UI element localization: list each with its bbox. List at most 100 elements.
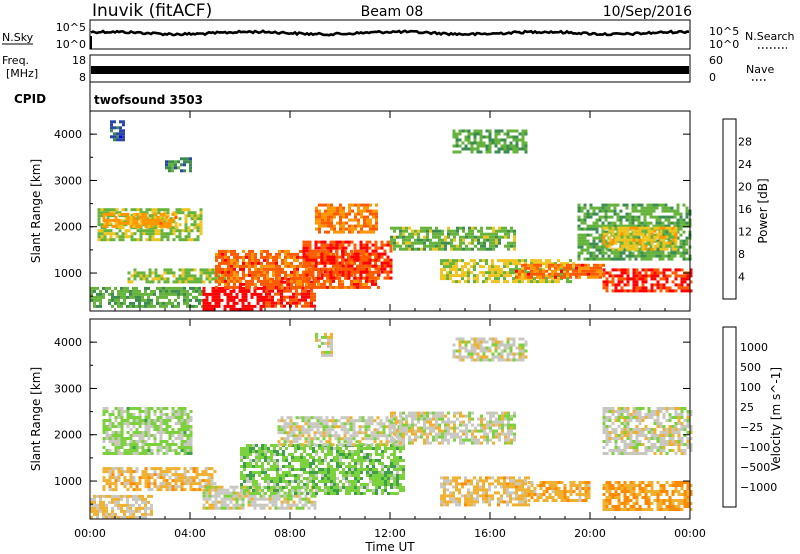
- velocity-echo-region: [452, 337, 528, 362]
- y-tick-label: 3000: [54, 382, 82, 395]
- nsky-left-tick-bottom: 10^0: [56, 38, 86, 51]
- power-ylabel: Slant Range [km]: [29, 159, 43, 263]
- nave-right-tick-bottom: 0: [709, 71, 716, 84]
- power-echo-region: [602, 268, 693, 293]
- freq-left-tick-bottom: 8: [79, 71, 86, 84]
- colorbar-tick-label: −25: [740, 421, 763, 434]
- nsky-right-tick-bottom: 10^0: [709, 38, 739, 51]
- y-tick-label: 1000: [54, 267, 82, 280]
- velocity-y-axis: 1000 2000 3000 4000: [54, 318, 690, 505]
- power-echo-region: [165, 157, 192, 173]
- power-heatmap: [90, 120, 693, 311]
- power-echo-region: [127, 268, 230, 284]
- x-tick-label: 20:00: [574, 527, 606, 540]
- x-tick-label: 00:00: [74, 527, 106, 540]
- velocity-echo-region: [102, 407, 193, 455]
- x-tick-label: 00:00: [674, 527, 706, 540]
- velocity-echo-region: [90, 494, 153, 519]
- nsearch-label: N.Search: [745, 30, 795, 43]
- velocity-echo-region: [277, 416, 404, 447]
- velocity-echo-region: [315, 332, 333, 357]
- colorbar-frame: [722, 118, 737, 300]
- velocity-echo-region: [202, 485, 317, 510]
- freq-panel: Freq. [MHz] 18 8 60 0 Nave: [2, 54, 774, 84]
- colorbar-tick-label: 4: [738, 271, 745, 284]
- colorbar-tick-label: 1000: [740, 341, 768, 354]
- velocity-panel: 1000 2000 3000 4000 00:00 04:00 08:00 12:00 16:…: [29, 318, 783, 554]
- power-echo-region: [315, 203, 378, 234]
- velocity-echo-region: [102, 467, 217, 492]
- power-echo-region: [90, 286, 204, 308]
- colorbar-tick-label: 16: [738, 203, 752, 216]
- colorbar-tick-label: 25: [740, 401, 754, 414]
- date-title: 10/Sep/2016: [603, 4, 692, 20]
- velocity-heatmap: [90, 332, 693, 519]
- nsky-label: N.Sky: [2, 31, 34, 44]
- power-x-axis: [89, 111, 691, 311]
- power-echo-region: [302, 240, 393, 280]
- y-tick-label: 4000: [54, 336, 82, 349]
- nave-label: Nave: [746, 63, 774, 76]
- nsky-frame: [89, 19, 691, 50]
- freq-label-bottom: [MHz]: [6, 67, 38, 80]
- nsky-panel: N.Sky 10^5 10^0 10^5 10^0 N.Search: [2, 19, 795, 51]
- colorbar-tick-label: 500: [740, 361, 761, 374]
- power-echo-region: [602, 226, 678, 251]
- freq-left-tick-top: 18: [72, 54, 86, 67]
- freq-label-top: Freq.: [2, 54, 29, 67]
- cpid-program: twofsound 3503: [94, 93, 203, 107]
- velocity-echo-region: [602, 481, 693, 511]
- cpid-panel: CPID twofsound 3503: [14, 82, 203, 111]
- cpid-label: CPID: [14, 92, 46, 106]
- colorbar-tick-label: −500: [740, 461, 770, 474]
- power-y-axis: 1000 2000 3000 4000: [54, 110, 690, 297]
- station-title: Inuvik (fitACF): [92, 1, 212, 21]
- colorbar-tick-label: 24: [738, 158, 752, 171]
- velocity-colorbar-label: Velocity [m s^-1]: [769, 367, 783, 471]
- power-panel: 1000 2000 3000 4000 Slant Range [km] 28 24 20…: [29, 110, 770, 312]
- colorbar-tick-label: 8: [738, 248, 745, 261]
- power-echo-region: [440, 259, 578, 284]
- power-echo-region: [515, 263, 605, 279]
- x-tick-label: 16:00: [474, 527, 506, 540]
- power-echo-region: [202, 286, 266, 311]
- y-tick-label: 2000: [54, 429, 82, 442]
- velocity-echo-region: [602, 407, 693, 455]
- velocity-echo-region: [440, 476, 530, 507]
- velocity-colorbar: 1000 500 100 25 −25 −100 −500 −1000: [722, 326, 777, 508]
- velocity-echo-region: [240, 444, 405, 495]
- velocity-x-axis: 00:00 04:00 08:00 12:00 16:00 20:00 00:00: [74, 319, 706, 540]
- colorbar-tick-label: 28: [738, 136, 752, 149]
- y-tick-label: 2000: [54, 221, 82, 234]
- x-tick-label: 04:00: [174, 527, 206, 540]
- freq-trace-band: [91, 66, 689, 74]
- nave-right-tick-top: 60: [709, 54, 723, 67]
- y-tick-label: 4000: [54, 128, 82, 141]
- power-colorbar: 28 24 20 16 12 8 4: [722, 118, 752, 300]
- colorbar-tick-label: 100: [740, 381, 761, 394]
- power-echo-region: [102, 212, 178, 228]
- velocity-echo-region: [390, 411, 516, 445]
- power-echo-region: [390, 226, 516, 251]
- nsky-trace: [90, 29, 690, 37]
- x-tick-label: 12:00: [374, 527, 406, 540]
- nsky-right-tick-top: 10^5: [709, 25, 739, 38]
- nsky-left-tick-top: 10^5: [56, 21, 86, 34]
- x-tick-label: 08:00: [274, 527, 306, 540]
- colorbar-tick-label: −100: [740, 441, 770, 454]
- velocity-ylabel: Slant Range [km]: [29, 367, 43, 471]
- power-echo-region: [110, 120, 125, 142]
- y-tick-label: 1000: [54, 475, 82, 488]
- freq-frame: [89, 54, 691, 83]
- velocity-echo-region: [527, 481, 591, 502]
- colorbar-tick-label: −1000: [740, 481, 777, 494]
- y-tick-label: 3000: [54, 174, 82, 187]
- power-echo-region: [452, 129, 528, 154]
- colorbar-frame: [722, 326, 737, 508]
- colorbar-tick-label: 12: [738, 226, 752, 239]
- power-colorbar-label: Power [dB]: [756, 178, 770, 243]
- beam-title: Beam 08: [361, 4, 424, 20]
- colorbar-tick-label: 20: [738, 181, 752, 194]
- time-axis-label: Time UT: [364, 540, 415, 554]
